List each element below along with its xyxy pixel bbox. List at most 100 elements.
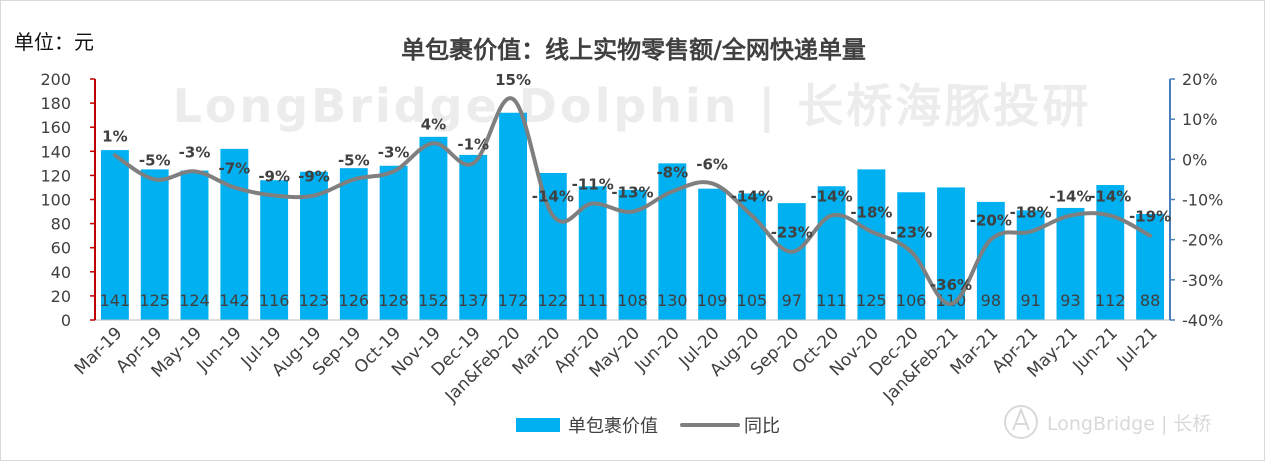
bar-value-label: 93 bbox=[1060, 291, 1080, 310]
left-y-tick-label: 80 bbox=[51, 215, 71, 234]
bar-value-label: 88 bbox=[1140, 291, 1160, 310]
bar-value-label: 97 bbox=[782, 291, 802, 310]
bar bbox=[100, 150, 129, 320]
watermark-logo-text: LongBridge | 长桥 bbox=[1047, 413, 1211, 435]
bar-value-label: 111 bbox=[577, 291, 608, 310]
bar-value-label: 109 bbox=[697, 291, 728, 310]
bar bbox=[140, 169, 169, 320]
line-series bbox=[112, 96, 1153, 306]
bar-value-label: 152 bbox=[418, 291, 449, 310]
bar-value-label: 125 bbox=[139, 291, 170, 310]
yoy-value-label: -14% bbox=[731, 188, 773, 206]
yoy-value-label: -20% bbox=[970, 212, 1012, 230]
right-y-tick-label: -20% bbox=[1182, 231, 1223, 250]
yoy-value-label: 4% bbox=[421, 115, 446, 133]
bar-value-label: 130 bbox=[657, 291, 688, 310]
bar bbox=[459, 154, 488, 320]
yoy-line bbox=[112, 96, 1153, 306]
bar bbox=[419, 136, 448, 320]
bar bbox=[698, 188, 727, 320]
right-y-tick-label: 20% bbox=[1182, 70, 1218, 89]
x-axis-ticks: Mar-19Apr-19May-19Jun-19Jul-19Aug-19Sep-… bbox=[71, 323, 1162, 407]
yoy-value-label: -11% bbox=[572, 176, 614, 194]
x-tick-label: Jun-19 bbox=[193, 323, 246, 376]
bar bbox=[857, 169, 886, 320]
bar bbox=[1056, 207, 1085, 320]
yoy-value-label: -18% bbox=[850, 204, 892, 222]
x-tick-label: Mar-19 bbox=[71, 323, 127, 379]
yoy-value-label: -9% bbox=[298, 167, 330, 185]
bar bbox=[976, 201, 1005, 320]
watermark-text: LongBridge Dolphin | 长桥海豚投研 bbox=[173, 79, 1092, 134]
bar bbox=[897, 192, 926, 320]
bar-value-label: 105 bbox=[737, 291, 768, 310]
legend-bar-swatch bbox=[516, 418, 560, 432]
legend: 单包裹价值 同比 bbox=[516, 416, 780, 437]
bar-value-label: 106 bbox=[896, 291, 927, 310]
legend-bar-label: 单包裹价值 bbox=[568, 416, 658, 437]
yoy-value-label: -23% bbox=[771, 224, 813, 242]
yoy-value-label: -14% bbox=[1089, 188, 1131, 206]
yoy-value-label: -9% bbox=[258, 167, 290, 185]
yoy-value-label: -14% bbox=[532, 188, 574, 206]
right-y-tick-label: 0% bbox=[1182, 150, 1207, 169]
bar-value-label: 141 bbox=[100, 291, 131, 310]
yoy-value-label: -23% bbox=[890, 224, 932, 242]
bar-value-label: 108 bbox=[617, 291, 648, 310]
left-y-tick-label: 20 bbox=[51, 287, 71, 306]
bar-value-label: 128 bbox=[378, 291, 409, 310]
yoy-value-label: -1% bbox=[457, 135, 489, 153]
unit-label: 单位：元 bbox=[14, 30, 94, 54]
bar bbox=[260, 180, 289, 320]
left-y-tick-label: 40 bbox=[51, 263, 71, 282]
yoy-value-label: -13% bbox=[611, 184, 653, 202]
right-y-tick-label: -10% bbox=[1182, 191, 1223, 210]
yoy-value-label: -5% bbox=[338, 151, 370, 169]
bar-value-label: 98 bbox=[981, 291, 1001, 310]
watermark: LongBridge Dolphin | 长桥海豚投研 LongBridge |… bbox=[173, 79, 1211, 439]
axes: 020406080100120140160180200-40%-30%-20%-… bbox=[40, 70, 1223, 330]
right-y-tick-label: 10% bbox=[1182, 110, 1218, 129]
yoy-value-label: -18% bbox=[1010, 204, 1052, 222]
bar-value-label: 172 bbox=[498, 291, 529, 310]
right-y-tick-label: -30% bbox=[1182, 271, 1223, 290]
left-y-tick-label: 100 bbox=[40, 191, 71, 210]
watermark-logo: LongBridge | 长桥 bbox=[1004, 405, 1211, 439]
bar bbox=[817, 186, 846, 320]
bar-value-label: 111 bbox=[816, 291, 847, 310]
legend-line-label: 同比 bbox=[744, 416, 780, 437]
yoy-value-label: -3% bbox=[378, 143, 410, 161]
yoy-value-label: -6% bbox=[696, 155, 728, 173]
bar-value-label: 137 bbox=[458, 291, 489, 310]
x-tick-label: Jul-21 bbox=[1113, 323, 1162, 372]
bar-value-labels: 141 125 124 142 116 123 126 128 152 137 172 122 111 1… bbox=[100, 291, 1161, 310]
bar-value-label: 142 bbox=[219, 291, 250, 310]
bar-value-label: 91 bbox=[1020, 291, 1040, 310]
left-y-tick-label: 160 bbox=[40, 118, 71, 137]
bar-value-label: 122 bbox=[538, 291, 569, 310]
yoy-value-label: -3% bbox=[179, 143, 211, 161]
bar bbox=[220, 148, 249, 320]
bar-value-label: 112 bbox=[1095, 291, 1126, 310]
left-y-tick-label: 60 bbox=[51, 239, 71, 258]
left-y-tick-label: 120 bbox=[40, 166, 71, 185]
bar-value-label: 116 bbox=[259, 291, 290, 310]
bar bbox=[1096, 185, 1125, 320]
bar-value-label: 126 bbox=[339, 291, 370, 310]
right-y-tick-label: -40% bbox=[1182, 311, 1223, 330]
yoy-value-label: -14% bbox=[811, 188, 853, 206]
yoy-value-label: -14% bbox=[1049, 188, 1091, 206]
bar-value-label: 125 bbox=[856, 291, 887, 310]
left-y-tick-label: 140 bbox=[40, 142, 71, 161]
x-tick-label: Jun-21 bbox=[1069, 323, 1122, 376]
x-tick-label: Jun-20 bbox=[631, 323, 684, 376]
yoy-value-label: 15% bbox=[495, 71, 531, 89]
left-y-tick-label: 0 bbox=[61, 311, 71, 330]
longbridge-logo-mark bbox=[1012, 407, 1030, 431]
longbridge-logo-icon bbox=[1004, 405, 1038, 439]
left-y-tick-label: 200 bbox=[40, 70, 71, 89]
left-y-tick-label: 180 bbox=[40, 94, 71, 113]
bar-value-label: 123 bbox=[299, 291, 330, 310]
